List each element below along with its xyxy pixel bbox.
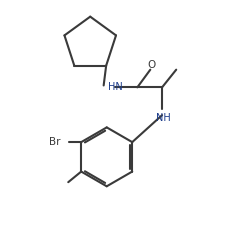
Text: NH: NH bbox=[156, 113, 171, 123]
Text: Br: Br bbox=[49, 137, 60, 147]
Text: O: O bbox=[147, 60, 156, 70]
Text: HN: HN bbox=[108, 82, 123, 92]
